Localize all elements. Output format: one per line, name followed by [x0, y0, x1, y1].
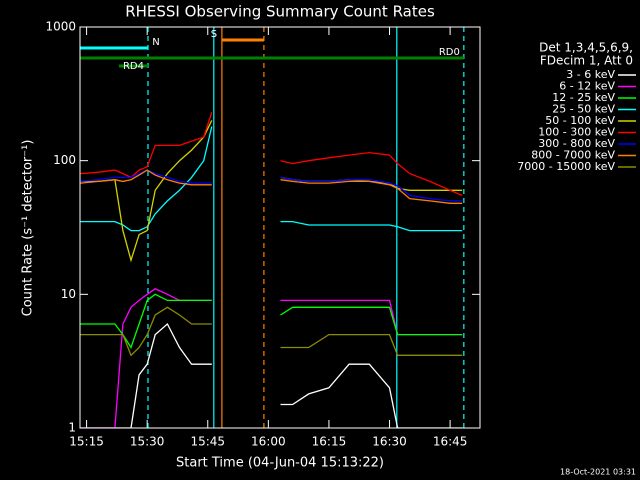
legend-label: 25 - 50 keV	[552, 103, 615, 116]
series-line	[280, 176, 463, 202]
x-tick-label: 15:15	[69, 435, 104, 449]
legend-label: 800 - 7000 keV	[531, 149, 615, 162]
series-line	[80, 169, 212, 186]
legend-label: 3 - 6 keV	[566, 68, 615, 81]
y-tick-label: 1	[68, 421, 76, 435]
x-tick-label: 16:30	[372, 435, 407, 449]
legend-label: 6 - 12 keV	[559, 80, 615, 93]
series-line	[80, 306, 212, 357]
chart-title: RHESSI Observing Summary Count Rates	[125, 3, 435, 21]
y-tick-label: 100	[53, 153, 76, 167]
legend-label: 50 - 100 keV	[545, 114, 615, 127]
series-line	[280, 363, 463, 428]
legend-title: FDecim 1, Att 0	[540, 54, 633, 68]
y-axis-label: Count Rate (s⁻¹ detector⁻¹)	[21, 140, 36, 317]
y-tick-label: 1000	[45, 20, 76, 34]
legend-label: 100 - 300 keV	[538, 126, 615, 139]
flag-label: RD4	[123, 61, 144, 72]
x-tick-label: 15:45	[190, 435, 225, 449]
flag-label: N	[152, 37, 159, 48]
x-axis-label: Start Time (04-Jun-04 15:13:22)	[176, 456, 384, 471]
plot-frame	[79, 26, 481, 429]
series-line	[280, 220, 463, 232]
series-line	[80, 322, 212, 428]
y-tick-label: 10	[61, 287, 76, 301]
footer: 18-Oct-2021 03:31	[560, 468, 636, 477]
x-tick-label: 16:15	[312, 435, 347, 449]
series-line	[280, 333, 463, 356]
legend-title: Det 1,3,4,5,6,9,	[539, 41, 633, 55]
x-tick-label: 16:00	[251, 435, 286, 449]
series-line	[280, 306, 463, 336]
x-tick-label: 15:30	[130, 435, 165, 449]
series-line	[80, 293, 212, 349]
series-line	[280, 179, 463, 204]
flag-label: S	[211, 29, 217, 40]
legend-label: 7000 - 15000 keV	[517, 160, 615, 173]
legend-label: 300 - 800 keV	[538, 137, 615, 150]
series-line	[80, 126, 213, 232]
flag-label: RD0	[439, 47, 460, 58]
series-line	[80, 112, 213, 179]
x-tick-label: 16:45	[433, 435, 468, 449]
legend-label: 12 - 25 keV	[552, 91, 615, 104]
series-line	[280, 151, 463, 196]
